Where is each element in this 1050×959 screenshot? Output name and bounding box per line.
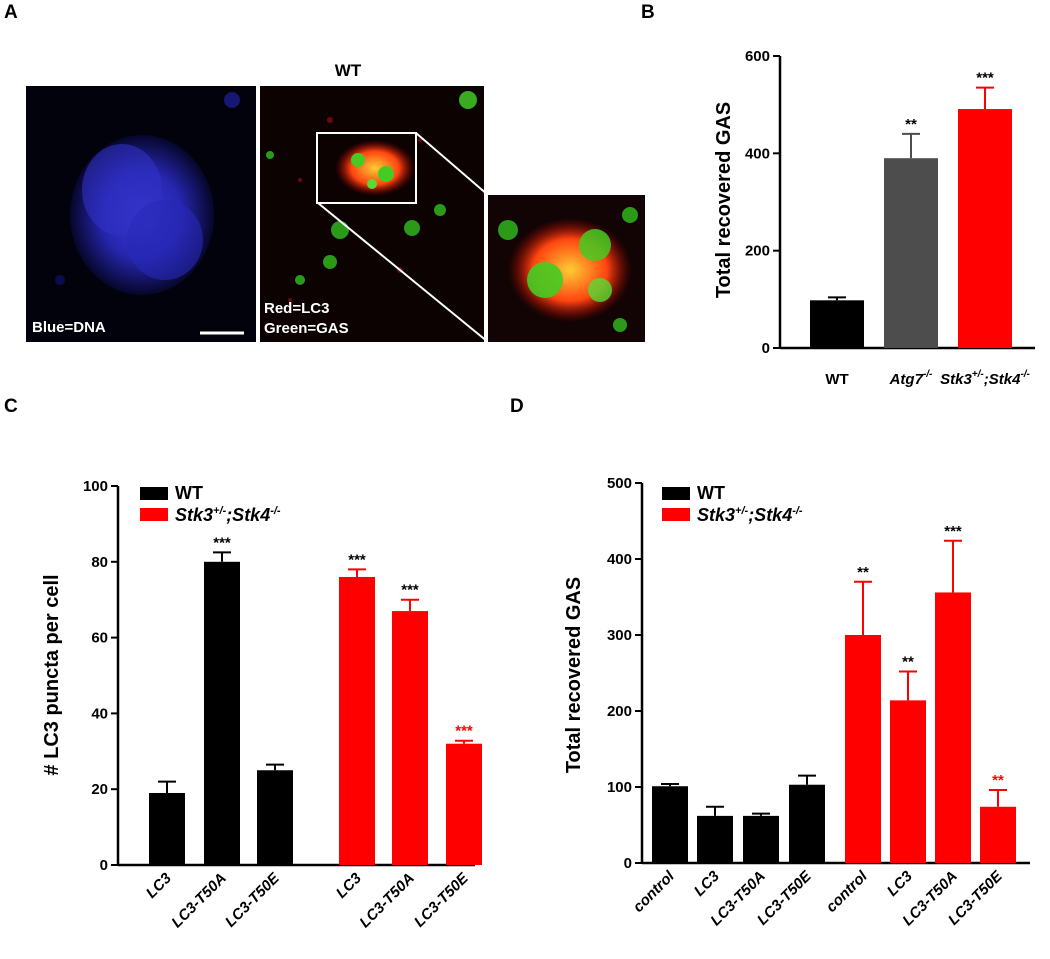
category-label: LC3-T50A	[356, 870, 418, 932]
category-label: Atg7-/-	[889, 369, 933, 388]
bar	[789, 784, 825, 863]
label-blue-dna: Blue=DNA	[32, 319, 106, 336]
category-label: LC3-T50E	[222, 869, 284, 931]
legend-swatch-ko	[140, 508, 168, 521]
zoom-line-bottom	[317, 202, 489, 343]
zoom-box	[316, 132, 417, 204]
legend-label-ko: Stk3+/-;Stk4-/-	[697, 505, 803, 525]
significance-label: ***	[213, 534, 231, 551]
bar	[339, 576, 375, 865]
micrograph-merge: Red=LC3 Green=GAS	[260, 86, 484, 342]
chart-d-legend: WT Stk3+/-;Stk4-/-	[662, 483, 803, 525]
y-tick-label: 0	[762, 340, 770, 357]
category-label: control	[630, 867, 679, 916]
panel-label-a: A	[4, 2, 18, 23]
panel-label-b: B	[641, 2, 655, 23]
category-label: LC3-T50E	[411, 869, 473, 931]
chart-d-ylabel: Total recovered GAS	[563, 577, 585, 773]
bar	[743, 815, 779, 863]
bar	[810, 300, 864, 348]
bar	[149, 792, 185, 865]
bar	[845, 635, 881, 863]
significance-label: ***	[976, 70, 994, 87]
micrograph-dna: Blue=DNA	[26, 86, 256, 342]
bar	[890, 700, 926, 863]
category-label: WT	[825, 371, 848, 388]
y-tick-label: 500	[607, 475, 632, 492]
bar	[697, 815, 733, 863]
bar	[392, 611, 428, 865]
bar	[652, 786, 688, 863]
chart-d: Total recovered GAS WT Stk3+/-;Stk4-/- 0…	[563, 475, 1030, 929]
y-tick-label: 20	[91, 781, 108, 798]
bar	[204, 561, 240, 865]
legend-swatch-wt	[140, 487, 168, 500]
y-tick-label: 80	[91, 554, 108, 571]
significance-label: **	[992, 772, 1004, 789]
y-tick-label: 0	[100, 857, 108, 874]
y-tick-label: 60	[91, 630, 108, 647]
category-label: LC3	[143, 869, 176, 902]
label-green-gas: Green=GAS	[264, 320, 349, 337]
significance-label: ***	[455, 723, 473, 740]
significance-label: **	[857, 564, 869, 581]
category-label: LC3	[333, 869, 366, 902]
bar	[446, 743, 482, 865]
y-tick-label: 200	[607, 703, 632, 720]
chart-b-ylabel: Total recovered GAS	[713, 102, 735, 298]
legend-swatch-ko	[662, 508, 690, 521]
y-tick-label: 300	[607, 627, 632, 644]
micrograph-zoom	[488, 195, 645, 342]
significance-label: **	[905, 116, 917, 133]
y-tick-label: 40	[91, 705, 108, 722]
bar	[980, 806, 1016, 863]
category-label: LC3-T50A	[168, 870, 230, 932]
panel-a-title: WT	[335, 61, 362, 80]
y-tick-label: 0	[624, 855, 632, 872]
category-label: LC3	[691, 867, 724, 900]
significance-label: ***	[401, 582, 419, 599]
significance-label: ***	[944, 523, 962, 540]
zoom-line-top	[415, 132, 489, 196]
category-label: LC3	[884, 867, 917, 900]
legend-label-wt: WT	[175, 483, 203, 503]
panel-label-d: D	[510, 396, 524, 417]
label-red-lc3: Red=LC3	[264, 300, 329, 317]
panel-label-c: C	[4, 396, 18, 417]
significance-label: **	[902, 653, 914, 670]
chart-b: Total recovered GAS 0 200 400 600 WT ** Atg7-/…	[713, 48, 1035, 388]
legend-label-ko: Stk3+/-;Stk4-/-	[175, 505, 281, 525]
y-tick-label: 400	[745, 145, 770, 162]
y-tick-label: 100	[607, 779, 632, 796]
y-tick-label: 100	[83, 478, 108, 495]
y-tick-label: 600	[745, 48, 770, 65]
bar	[257, 770, 293, 865]
bar	[935, 592, 971, 863]
legend-label-wt: WT	[697, 483, 725, 503]
significance-label: ***	[348, 551, 366, 568]
chart-c: # LC3 puncta per cell WT Stk3+/-;Stk4-/-…	[41, 478, 482, 931]
legend-swatch-wt	[662, 487, 690, 500]
category-label: Stk3+/-;Stk4-/-	[940, 369, 1030, 388]
y-tick-label: 400	[607, 551, 632, 568]
chart-c-legend: WT Stk3+/-;Stk4-/-	[140, 483, 281, 525]
chart-c-ylabel: # LC3 puncta per cell	[41, 574, 63, 775]
bar	[958, 109, 1012, 349]
category-label: control	[823, 867, 872, 916]
y-tick-label: 200	[745, 243, 770, 260]
bar	[884, 158, 938, 348]
